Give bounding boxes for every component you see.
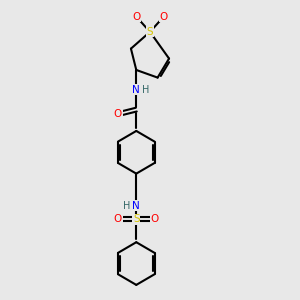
Text: O: O <box>150 214 159 224</box>
Text: O: O <box>132 12 140 22</box>
Text: O: O <box>114 109 122 119</box>
Text: N: N <box>132 201 140 211</box>
Text: H: H <box>142 85 149 95</box>
Text: S: S <box>147 27 153 37</box>
Text: N: N <box>132 85 140 95</box>
Text: O: O <box>160 12 168 22</box>
Text: H: H <box>123 201 131 211</box>
Text: S: S <box>133 214 140 224</box>
Text: O: O <box>114 214 122 224</box>
